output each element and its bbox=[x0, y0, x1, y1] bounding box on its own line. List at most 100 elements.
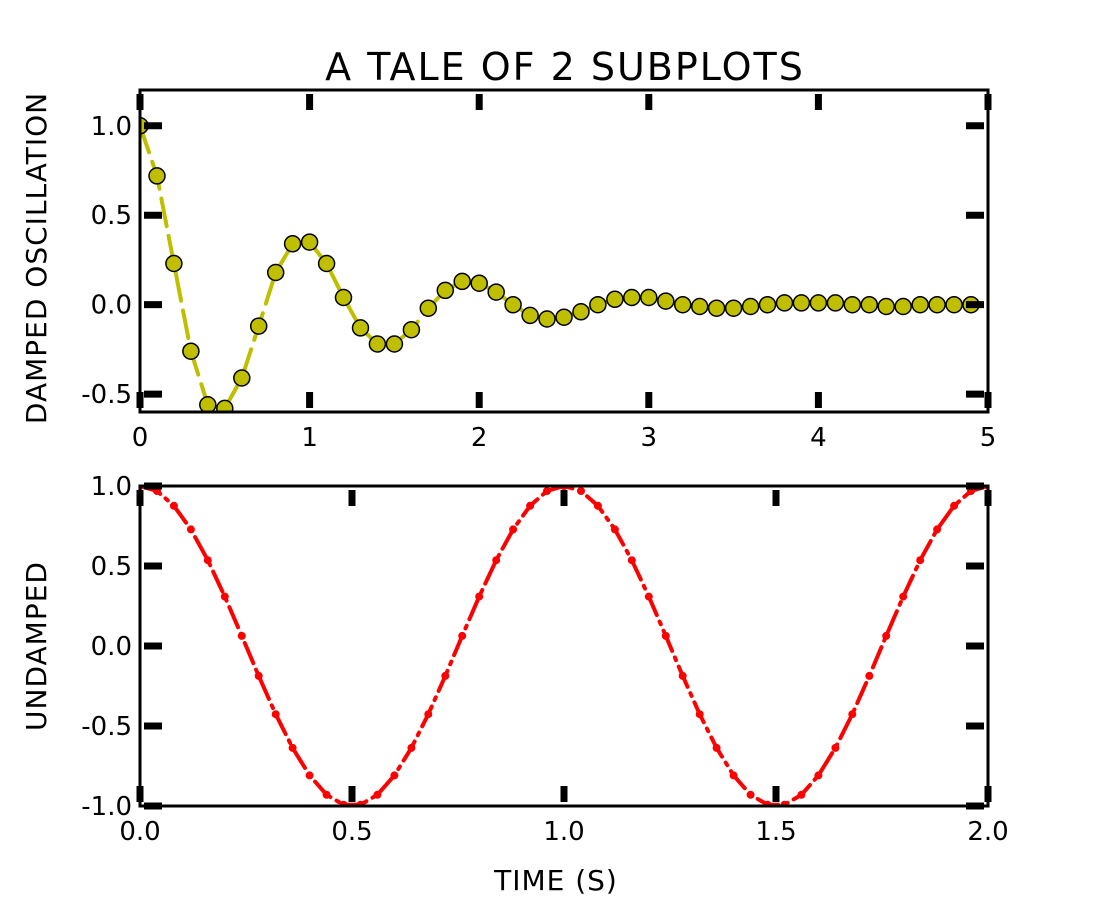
x-tick-label: 0.5 bbox=[331, 817, 372, 847]
data-point bbox=[894, 297, 912, 316]
y-tick-label: 0.5 bbox=[91, 201, 132, 231]
data-point bbox=[945, 295, 963, 314]
figure-title: A TALE OF 2 SUBPLOTS bbox=[325, 45, 805, 89]
y-tick-label: 1.0 bbox=[91, 112, 132, 142]
data-point bbox=[334, 288, 353, 307]
data-point bbox=[707, 299, 726, 317]
data-point bbox=[848, 710, 857, 719]
data-point bbox=[538, 310, 556, 328]
y-tick-label: 0.0 bbox=[91, 291, 132, 321]
data-point bbox=[203, 556, 212, 565]
data-point bbox=[606, 290, 624, 309]
data-point bbox=[758, 295, 777, 314]
series-line-0 bbox=[140, 486, 988, 806]
y-tick-label: -0.5 bbox=[81, 712, 132, 742]
data-point bbox=[487, 283, 505, 301]
data-point bbox=[572, 303, 590, 321]
x-tick-label: 1.0 bbox=[543, 817, 584, 847]
data-point bbox=[712, 743, 721, 752]
data-point bbox=[593, 501, 602, 510]
data-point bbox=[589, 295, 607, 314]
data-point bbox=[182, 342, 200, 360]
data-point bbox=[458, 631, 467, 640]
data-point bbox=[673, 295, 692, 314]
data-point bbox=[899, 592, 908, 601]
data-point bbox=[436, 281, 455, 300]
data-point bbox=[271, 710, 280, 719]
x-tick-label: 3 bbox=[641, 423, 658, 453]
data-point bbox=[300, 233, 319, 251]
data-point bbox=[475, 592, 484, 601]
data-point bbox=[543, 487, 551, 495]
top-subplot: 0 1 2 3 4 5 -0.5 0.0 0.5 1.0 DAMPED OSCILLATION bbox=[20, 88, 996, 453]
x-tick-label: 1 bbox=[301, 423, 318, 453]
x-tick-label: 4 bbox=[810, 423, 827, 453]
x-tick-label: 0 bbox=[132, 423, 149, 453]
data-point bbox=[882, 631, 891, 640]
y-tick-label: -0.5 bbox=[81, 380, 132, 410]
data-point bbox=[249, 317, 268, 335]
data-point bbox=[577, 487, 585, 495]
data-point bbox=[385, 335, 404, 353]
data-point bbox=[792, 294, 811, 312]
data-point bbox=[368, 335, 387, 353]
data-point bbox=[729, 771, 738, 780]
plot-area bbox=[140, 117, 980, 412]
data-point bbox=[470, 274, 488, 292]
data-point bbox=[826, 294, 845, 312]
y-axis-label: UNDAMPED bbox=[20, 561, 53, 731]
data-point bbox=[623, 288, 641, 307]
series-line-0 bbox=[140, 123, 973, 411]
data-point bbox=[933, 525, 942, 534]
data-point bbox=[148, 167, 166, 185]
data-point bbox=[220, 592, 229, 601]
data-point bbox=[509, 525, 518, 534]
data-point bbox=[526, 501, 535, 510]
data-point bbox=[288, 743, 297, 752]
data-point bbox=[928, 295, 946, 314]
y-tick-label: 1.0 bbox=[91, 472, 132, 502]
data-point bbox=[266, 263, 285, 282]
x-tick-label: 1.5 bbox=[755, 817, 796, 847]
data-point bbox=[640, 288, 658, 307]
data-point bbox=[843, 295, 862, 314]
bottom-subplot: 0.0 0.5 1.0 1.5 2.0 -1.0 -0.5 0.0 0.5 1.0 UNDAMPED… bbox=[20, 472, 1009, 897]
data-point bbox=[627, 556, 636, 565]
data-point bbox=[877, 297, 895, 316]
data-point bbox=[419, 299, 438, 317]
axes-frame bbox=[138, 88, 990, 414]
data-point bbox=[390, 771, 399, 780]
data-point bbox=[860, 295, 879, 314]
data-point bbox=[216, 399, 234, 412]
data-point bbox=[424, 710, 433, 719]
data-point bbox=[724, 299, 743, 317]
data-point bbox=[657, 292, 675, 310]
data-point bbox=[441, 671, 450, 680]
x-tick-label: 0.0 bbox=[119, 817, 160, 847]
data-point bbox=[690, 297, 709, 316]
data-point bbox=[305, 771, 314, 780]
x-axis-label: TIME (S) bbox=[493, 864, 618, 897]
data-point bbox=[916, 556, 925, 565]
data-point bbox=[402, 320, 421, 339]
x-tick-label: 2 bbox=[471, 423, 488, 453]
data-point bbox=[237, 631, 246, 640]
data-point bbox=[254, 671, 263, 680]
data-point bbox=[661, 631, 670, 640]
data-point bbox=[453, 272, 471, 291]
data-point bbox=[797, 790, 806, 799]
data-point bbox=[283, 235, 302, 253]
data-point bbox=[775, 294, 794, 312]
plot-area bbox=[140, 486, 988, 806]
data-point bbox=[865, 671, 874, 680]
data-point bbox=[233, 369, 251, 387]
data-point bbox=[809, 294, 828, 312]
y-axis-label: DAMPED OSCILLATION bbox=[20, 92, 53, 424]
y-tick-label: -1.0 bbox=[81, 792, 132, 822]
data-point bbox=[317, 254, 336, 273]
data-point bbox=[831, 743, 840, 752]
data-point bbox=[746, 790, 755, 799]
data-point bbox=[199, 396, 217, 412]
y-tick-label: 0.0 bbox=[91, 632, 132, 662]
data-point bbox=[814, 771, 823, 780]
